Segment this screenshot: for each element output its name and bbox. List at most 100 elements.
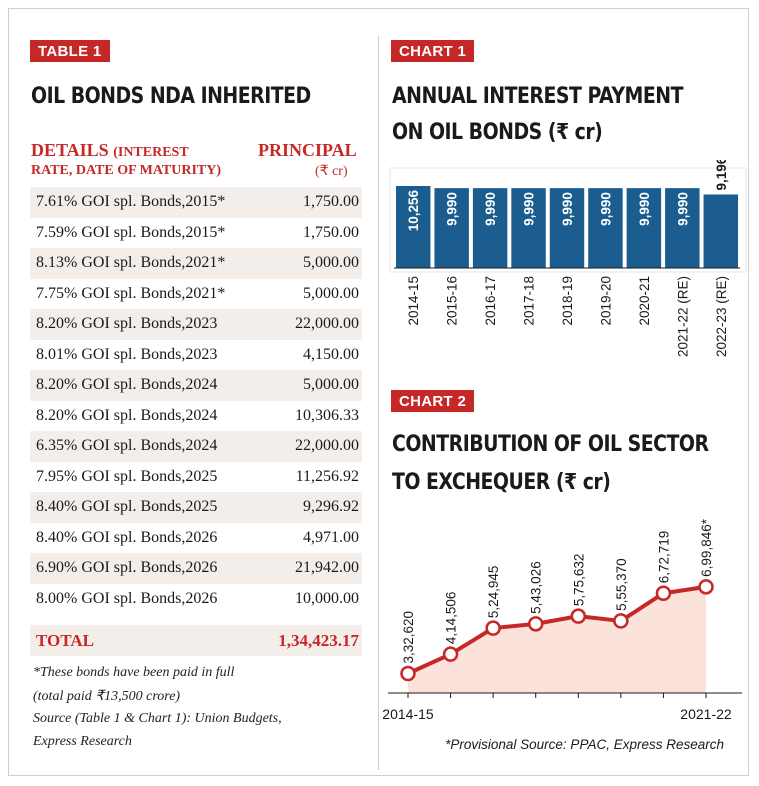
chart2-value-label: 5,43,026: [529, 561, 544, 614]
bond-details: 8.20% GOI spl. Bonds,2023: [36, 315, 218, 333]
chart2-value-label: 4,14,506: [444, 592, 459, 645]
chart1-value-label: 9,990: [675, 192, 690, 226]
chart2-x-label-start: 2014-15: [382, 706, 434, 722]
bond-details: 8.00% GOI spl. Bonds,2026: [36, 589, 218, 607]
table-row: 8.00% GOI spl. Bonds,2026 10,000.00: [30, 584, 362, 615]
table-total-row: TOTAL 1,34,423.17: [30, 625, 362, 656]
chart2-footnote: *Provisional Source: PPAC, Express Resea…: [445, 737, 724, 752]
chart1-bar: [665, 188, 700, 268]
bond-principal: 22,000.00: [295, 437, 359, 455]
bond-principal: 1,750.00: [303, 193, 359, 211]
chart2-point: [442, 646, 459, 662]
chart2-value-label: 6,99,846*: [699, 518, 714, 577]
chart2-value-label: 5,55,370: [614, 558, 629, 611]
chart1-title-line2: ON OIL BONDS (₹ cr): [392, 120, 603, 145]
bond-details: 8.40% GOI spl. Bonds,2026: [36, 528, 218, 546]
chart2-value-label: 5,75,632: [571, 554, 586, 607]
bond-details: 8.13% GOI spl. Bonds,2021*: [36, 254, 226, 272]
bond-principal: 9,296.92: [303, 498, 359, 516]
infographic-frame: [8, 8, 749, 776]
bond-details: 6.35% GOI spl. Bonds,2024: [36, 437, 218, 455]
details-header-main: DETAILS: [31, 140, 109, 160]
chart1-value-label: 9,990: [637, 192, 652, 226]
details-header: DETAILS (INTEREST: [31, 140, 189, 161]
chart1-bar: [703, 194, 738, 268]
chart1-bar: [396, 186, 431, 268]
bond-details: 7.95% GOI spl. Bonds,2025: [36, 467, 218, 485]
principal-unit: (₹ cr): [315, 164, 348, 179]
table1-title: OIL BONDS NDA INHERITED: [31, 84, 311, 109]
chart2-point: [527, 616, 544, 632]
chart1-category-label: 2021-22 (RE): [675, 276, 690, 357]
table-row: 8.40% GOI spl. Bonds,2026 4,971.00: [30, 523, 362, 554]
chart1-bar: [588, 188, 623, 268]
chart1-category-label: 2016-17: [483, 276, 498, 326]
table-row: 7.59% GOI spl. Bonds,2015* 1,750.00: [30, 218, 362, 249]
bond-principal: 10,000.00: [295, 589, 359, 607]
table-row: 8.01% GOI spl. Bonds,2023 4,150.00: [30, 340, 362, 371]
chart2-value-label: 6,72,719: [656, 531, 671, 584]
chart2-point: [570, 608, 587, 624]
source-line2: Express Research: [33, 734, 132, 749]
chart1-category-label: 2020-21: [637, 276, 652, 326]
bond-details: 6.90% GOI spl. Bonds,2026: [36, 559, 218, 577]
bond-details: 8.40% GOI spl. Bonds,2025: [36, 498, 218, 516]
details-header-sub2: RATE, DATE OF MATURITY): [31, 163, 222, 178]
chart2-tag: CHART 2: [391, 390, 475, 412]
chart2-x-label-end: 2021-22: [680, 706, 732, 722]
bond-principal: 5,000.00: [303, 254, 359, 272]
table-row: 6.35% GOI spl. Bonds,2024 22,000.00: [30, 431, 362, 462]
chart2-point: [613, 613, 629, 629]
table1-tag: TABLE 1: [30, 40, 110, 62]
bond-principal: 5,000.00: [303, 376, 359, 394]
chart2-point: [655, 585, 672, 601]
bond-principal: 1,750.00: [303, 223, 359, 241]
chart1-value-label: 9,196: [714, 160, 729, 190]
chart1-bar: [549, 188, 585, 268]
chart2-point: [400, 665, 416, 682]
chart2-title-line1: CONTRIBUTION OF OIL SECTOR: [392, 432, 709, 457]
table-row: 7.75% GOI spl. Bonds,2021* 5,000.00: [30, 279, 362, 310]
total-label: TOTAL: [36, 630, 94, 650]
chart1-value-label: 9,990: [522, 192, 537, 226]
bond-details: 8.20% GOI spl. Bonds,2024: [36, 406, 218, 424]
principal-header: PRINCIPAL: [258, 140, 357, 160]
bond-principal: 21,942.00: [295, 559, 359, 577]
table-row: 8.20% GOI spl. Bonds,2023 22,000.00: [30, 309, 362, 340]
table-row: 8.20% GOI spl. Bonds,2024 10,306.33: [30, 401, 362, 432]
chart2-area-fill: [408, 586, 706, 693]
bond-principal: 4,150.00: [303, 345, 359, 363]
source-line1: Source (Table 1 & Chart 1): Union Budget…: [33, 711, 282, 726]
chart1-bar: [511, 188, 546, 268]
bond-principal: 5,000.00: [303, 284, 359, 302]
chart1-bar: [472, 188, 508, 268]
chart2-value-label: 5,24,945: [486, 566, 501, 619]
chart2-value-label: 3,32,620: [401, 611, 416, 664]
chart2-point: [485, 620, 501, 636]
chart1-bar: [626, 188, 662, 268]
chart1-title-line1: ANNUAL INTEREST PAYMENT: [392, 84, 684, 109]
total-value: 1,34,423.17: [278, 630, 359, 650]
chart2-point: [698, 579, 714, 595]
bond-principal: 4,971.00: [303, 528, 359, 546]
chart1-category-label: 2015-16: [445, 276, 460, 326]
chart1-value-label: 9,990: [598, 192, 613, 226]
chart2-series-line: [407, 584, 707, 676]
chart1-category-label: 2018-19: [560, 276, 575, 326]
table-row: 6.90% GOI spl. Bonds,2026 21,942.00: [30, 553, 362, 584]
chart2-title-line2: TO EXCHEQUER (₹ cr): [392, 470, 611, 495]
chart1-category-label: 2017-18: [522, 276, 537, 326]
chart1-category-label: 2022-23 (RE): [714, 276, 729, 357]
chart2-area-chart: 3,32,620 4,14,506 5,24,945 5,43,026 5,75,632…: [382, 518, 742, 752]
bond-details: 8.20% GOI spl. Bonds,2024: [36, 376, 218, 394]
table-row: 8.40% GOI spl. Bonds,2025 9,296.92: [30, 492, 362, 523]
chart1-value-label: 10,256: [406, 190, 421, 232]
bond-principal: 22,000.00: [295, 315, 359, 333]
chart1-value-label: 9,990: [560, 192, 575, 226]
details-header-sub1: (INTEREST: [113, 145, 189, 160]
bond-details: 7.61% GOI spl. Bonds,2015*: [36, 193, 226, 211]
table-row: 7.61% GOI spl. Bonds,2015* 1,750.00: [30, 187, 362, 218]
chart1-category-label: 2014-15: [406, 276, 421, 326]
bond-details: 8.01% GOI spl. Bonds,2023: [36, 345, 218, 363]
chart1-bar: [434, 188, 469, 268]
